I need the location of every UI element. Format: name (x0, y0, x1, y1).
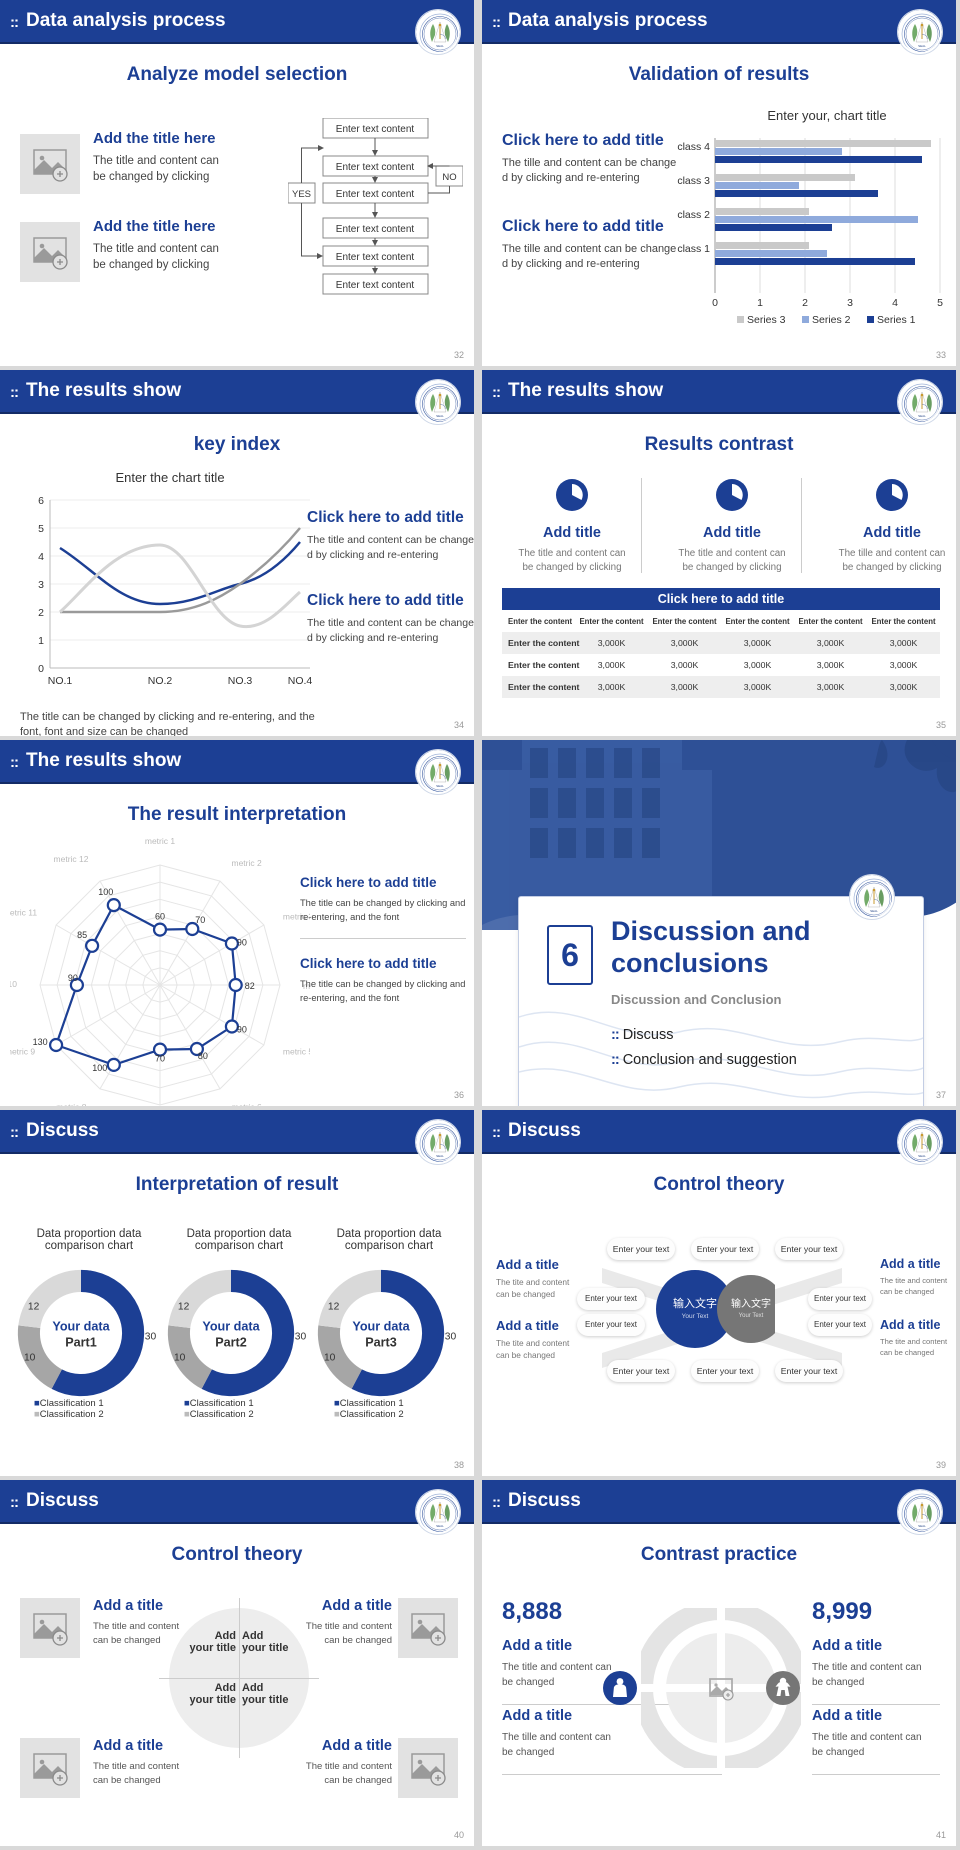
svg-text:Series 2: Series 2 (812, 314, 851, 326)
svg-text:70: 70 (155, 1054, 165, 1064)
svg-text:70: 70 (195, 915, 205, 925)
svg-text:30: 30 (445, 1331, 456, 1342)
svg-text:1: 1 (757, 297, 763, 309)
svg-text:NO.3: NO.3 (228, 675, 253, 687)
svg-text:1: 1 (38, 635, 44, 647)
svg-text:Part3: Part3 (365, 1335, 397, 1349)
svg-text:class 1: class 1 (677, 243, 710, 255)
svg-text:Your Text: Your Text (682, 1313, 709, 1320)
svg-text:Enter the chart title: Enter the chart title (115, 470, 224, 485)
svg-text:NO.1: NO.1 (48, 675, 73, 687)
svg-text:metric 5: metric 5 (283, 1047, 310, 1057)
svg-text:3: 3 (38, 579, 44, 591)
svg-text:metric 2: metric 2 (232, 858, 263, 868)
svg-text:85: 85 (77, 930, 87, 940)
svg-text:100: 100 (98, 887, 113, 897)
svg-text:输入文字: 输入文字 (731, 1297, 771, 1310)
svg-text:Series 3: Series 3 (747, 314, 786, 326)
svg-text:3: 3 (847, 297, 853, 309)
svg-text:90: 90 (68, 973, 78, 983)
svg-text:Enter your, chart title: Enter your, chart title (767, 108, 886, 123)
svg-text:100: 100 (92, 1063, 107, 1073)
svg-text:metric 6: metric 6 (232, 1102, 263, 1106)
svg-text:130: 130 (33, 1037, 48, 1047)
svg-text:4: 4 (38, 551, 44, 563)
svg-text:Your data: Your data (202, 1320, 260, 1334)
svg-text:10: 10 (24, 1353, 36, 1364)
svg-text:12: 12 (328, 1301, 340, 1312)
svg-text:Enter text content: Enter text content (336, 124, 415, 135)
svg-text:Part1: Part1 (65, 1335, 97, 1349)
svg-text:Your data: Your data (52, 1320, 110, 1334)
svg-text:Enter text content: Enter text content (336, 162, 415, 173)
svg-text:5: 5 (937, 297, 943, 309)
svg-text:Series 1: Series 1 (877, 314, 916, 326)
svg-text:90: 90 (237, 1025, 247, 1035)
svg-text:metric 12: metric 12 (54, 854, 89, 864)
svg-text:10: 10 (174, 1353, 186, 1364)
svg-text:30: 30 (145, 1331, 156, 1342)
svg-text:Enter text content: Enter text content (336, 224, 415, 235)
svg-text:class 3: class 3 (677, 175, 710, 187)
svg-text:2: 2 (802, 297, 808, 309)
svg-text:30: 30 (295, 1331, 306, 1342)
svg-text:YES: YES (292, 189, 311, 200)
svg-text:class 2: class 2 (677, 209, 710, 221)
svg-text:12: 12 (178, 1301, 190, 1312)
svg-text:60: 60 (155, 912, 165, 922)
svg-text:0: 0 (712, 297, 718, 309)
svg-text:metric 8: metric 8 (56, 1102, 87, 1106)
svg-text:4: 4 (892, 297, 898, 309)
svg-text:2: 2 (38, 607, 44, 619)
svg-text:90: 90 (237, 938, 247, 948)
svg-text:10: 10 (324, 1353, 336, 1364)
svg-text:82: 82 (245, 981, 255, 991)
svg-text:输入文字: 输入文字 (673, 1296, 717, 1310)
svg-text:NO.2: NO.2 (148, 675, 173, 687)
svg-text:metric 10: metric 10 (10, 979, 17, 989)
svg-text:12: 12 (28, 1301, 40, 1312)
svg-text:Part2: Part2 (215, 1335, 247, 1349)
svg-text:metric 9: metric 9 (10, 1047, 35, 1057)
svg-text:metric 11: metric 11 (10, 908, 37, 918)
svg-text:Your Text: Your Text (739, 1313, 764, 1319)
svg-text:metric 1: metric 1 (145, 836, 176, 846)
svg-text:6: 6 (38, 495, 44, 507)
svg-text:0: 0 (38, 663, 44, 675)
svg-text:NO.4: NO.4 (288, 675, 313, 687)
svg-text:NO: NO (442, 172, 456, 183)
svg-text:Your data: Your data (352, 1320, 410, 1334)
svg-text:Enter text content: Enter text content (336, 189, 415, 200)
svg-text:5: 5 (38, 523, 44, 535)
svg-text:Enter text content: Enter text content (336, 280, 415, 291)
svg-text:80: 80 (198, 1051, 208, 1061)
svg-text:class 4: class 4 (677, 141, 710, 153)
svg-text:Enter text content: Enter text content (336, 252, 415, 263)
